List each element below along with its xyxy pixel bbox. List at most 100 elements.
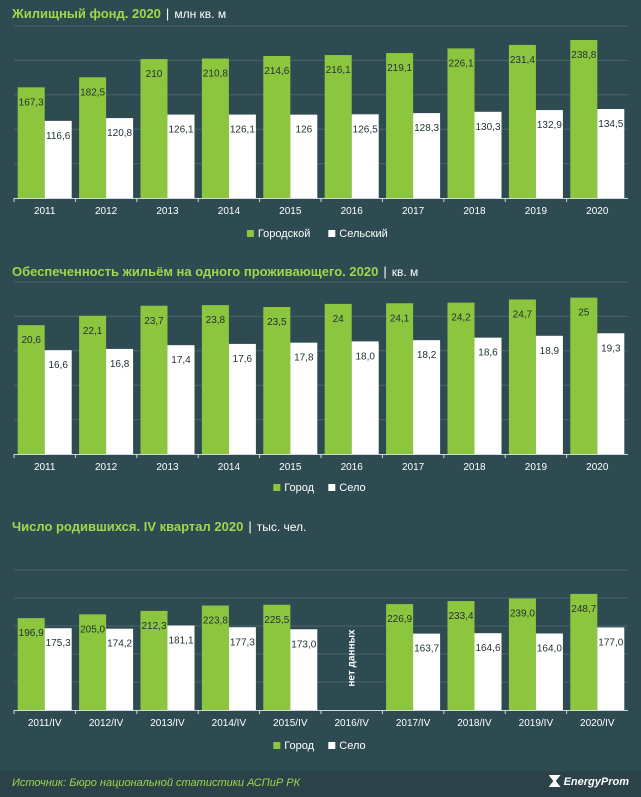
data-label: 22,1 <box>83 326 103 337</box>
data-label: 126,5 <box>353 124 378 135</box>
data-label: 24 <box>333 314 345 325</box>
data-label: 214,6 <box>264 66 289 77</box>
data-label: 19,3 <box>601 343 621 354</box>
legend-swatch <box>328 230 336 237</box>
bar-urban <box>140 59 168 199</box>
title-separator: | <box>165 6 170 21</box>
bar-rural <box>44 628 72 710</box>
bar-rural <box>167 345 195 454</box>
data-label: 126,1 <box>230 125 255 136</box>
data-label: 205,0 <box>80 624 105 635</box>
bar-rural <box>290 114 318 198</box>
data-label: 120,8 <box>107 128 132 139</box>
chart-title-main: Обеспеченность жильём на одного проживаю… <box>12 264 379 279</box>
bar-rural <box>597 333 625 454</box>
bar-urban <box>386 604 414 710</box>
x-tick-label: 2014 <box>218 462 241 473</box>
x-tick-label: 2012 <box>95 462 118 473</box>
data-label: 163,7 <box>414 644 439 655</box>
data-label: 18,6 <box>478 348 498 359</box>
x-tick-label: 2013 <box>156 462 179 473</box>
data-label: 17,6 <box>233 354 253 365</box>
chart-title: Число родившихся. IV квартал 2020 | тыс. ч… <box>12 519 306 534</box>
bar-rural <box>106 348 134 454</box>
bar-rural <box>228 627 256 710</box>
bar-rural <box>44 120 72 198</box>
data-label: 116,6 <box>46 131 71 142</box>
chart-panel-births: Число родившихся. IV квартал 2020 | тыс. ч… <box>0 513 641 771</box>
bar-rural <box>290 342 318 454</box>
data-label: 226,9 <box>387 614 412 625</box>
legend-swatch <box>328 742 336 749</box>
data-label: 18,0 <box>355 351 375 362</box>
x-tick-label: 2011/IV <box>28 718 62 729</box>
bar-urban <box>447 601 475 710</box>
bar-urban <box>201 58 229 198</box>
bar-rural <box>290 629 318 710</box>
legend-label: Городской <box>258 228 310 240</box>
legend: Город Село <box>273 482 366 494</box>
data-label: 167,3 <box>19 97 44 108</box>
data-label: 23,5 <box>267 317 287 328</box>
x-tick-label: 2017 <box>402 206 425 217</box>
x-tick-label: 2011 <box>34 462 56 473</box>
bar-urban <box>140 610 168 710</box>
x-tick-label: 2015 <box>279 462 302 473</box>
x-tick-label: 2015/IV <box>273 718 308 729</box>
x-tick-label: 2014 <box>218 206 241 217</box>
data-label: 24,2 <box>451 313 471 324</box>
x-tick-label: 2018/IV <box>457 718 492 729</box>
x-tick-label: 2020/IV <box>580 718 615 729</box>
bar-urban <box>201 605 229 710</box>
chart-unit: кв. м <box>391 265 419 279</box>
data-label: 17,8 <box>294 353 314 364</box>
data-label: 223,8 <box>203 616 228 627</box>
bar-rural <box>535 633 563 710</box>
bar-urban <box>17 87 45 198</box>
bar-urban <box>263 307 291 454</box>
data-label: 173,0 <box>291 639 316 650</box>
data-label: 233,4 <box>448 611 473 622</box>
data-label: 20,6 <box>21 335 41 346</box>
chart-unit: млн кв. м <box>174 7 227 21</box>
bar-urban <box>201 305 229 454</box>
data-label: 24,1 <box>390 313 410 324</box>
bar-rural <box>351 341 379 454</box>
bar-rural <box>228 114 256 198</box>
bar-rural <box>474 111 502 198</box>
data-label: 134,5 <box>598 119 623 130</box>
x-tick-label: 2019 <box>525 206 548 217</box>
chart-panel-housing-per-capita: Обеспеченность жильём на одного проживаю… <box>0 258 641 513</box>
bar-urban <box>570 40 598 199</box>
data-label: 196,9 <box>19 628 44 639</box>
legend: Город Село <box>273 740 366 752</box>
x-tick-label: 2013 <box>156 206 179 217</box>
data-label: 210,8 <box>203 69 228 80</box>
chart-title: Обеспеченность жильём на одного проживаю… <box>12 264 418 279</box>
bar-rural <box>228 343 256 454</box>
x-tick-label: 2016 <box>341 462 364 473</box>
title-separator: | <box>383 264 387 279</box>
data-label: 24,7 <box>513 310 533 321</box>
data-label: 212,3 <box>141 621 166 632</box>
data-label: 18,9 <box>540 346 560 357</box>
legend-label: Село <box>339 740 365 752</box>
data-label: 219,1 <box>387 63 412 74</box>
data-label: 174,2 <box>107 639 132 650</box>
x-tick-label: 2012/IV <box>89 718 124 729</box>
bar-urban <box>570 297 598 454</box>
no-data-annotation: нет данных <box>346 629 357 687</box>
title-separator: | <box>248 519 252 534</box>
bar-rural <box>535 335 563 454</box>
data-label: 23,8 <box>206 315 226 326</box>
bar-rural <box>106 628 134 710</box>
bar-urban <box>386 303 414 454</box>
bar-urban <box>324 55 352 199</box>
legend-swatch <box>273 742 281 749</box>
data-label: 177,0 <box>598 637 623 648</box>
data-label: 181,1 <box>168 635 193 646</box>
data-label: 164,6 <box>475 643 500 654</box>
bar-rural <box>167 625 195 710</box>
x-tick-label: 2018 <box>463 462 486 473</box>
